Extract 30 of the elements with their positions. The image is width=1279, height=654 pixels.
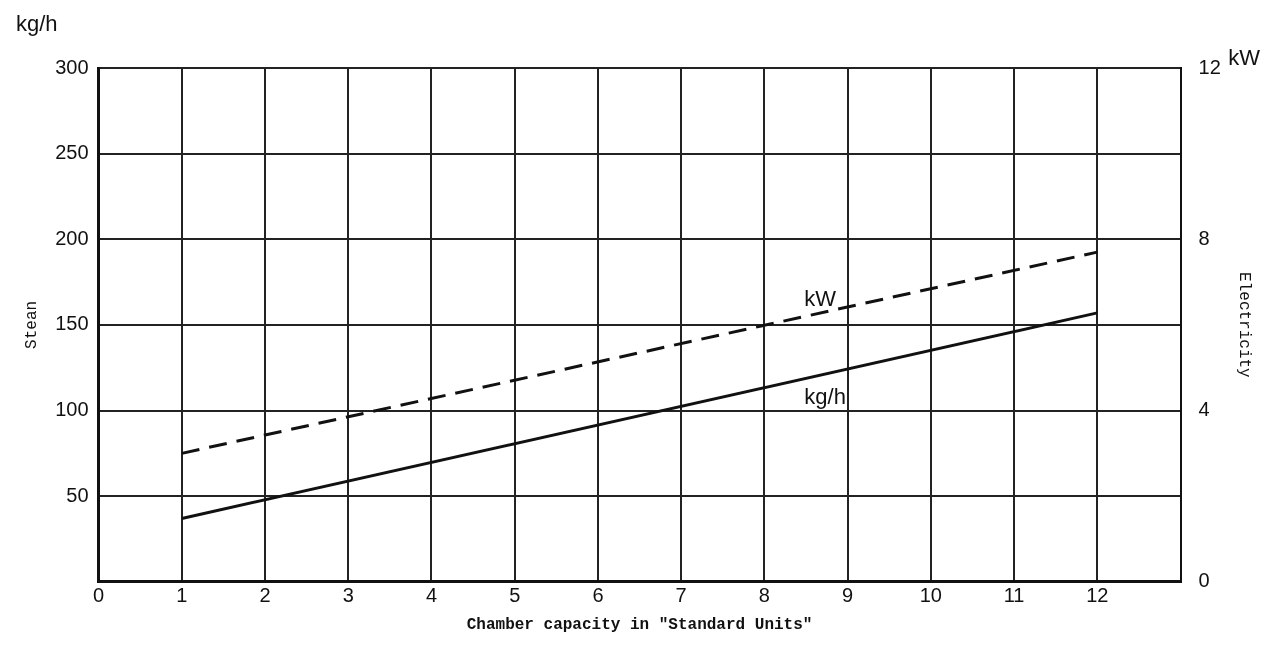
y2-tick-label: 0 xyxy=(1198,569,1210,592)
y2-axis-title: Electricity xyxy=(1235,272,1254,379)
x-tick-label: 12 xyxy=(1086,584,1109,607)
x-tick-label: 9 xyxy=(842,584,854,607)
x-tick-label: 0 xyxy=(93,584,105,607)
y2-tick-label: 4 xyxy=(1198,398,1210,421)
x-tick-label: 5 xyxy=(509,584,521,607)
x-tick-label: 7 xyxy=(675,584,687,607)
x-tick-label: 10 xyxy=(919,584,942,607)
y2-tick-label: 12 xyxy=(1198,55,1221,78)
y-tick-label: 50 xyxy=(66,483,89,506)
x-tick-label: 8 xyxy=(758,584,770,607)
y2-tick-label: 8 xyxy=(1198,226,1210,249)
y-tick-label: 200 xyxy=(55,226,89,249)
y-tick-label: 100 xyxy=(55,398,89,421)
y-tick-label: 250 xyxy=(55,141,89,164)
x-tick-label: 6 xyxy=(592,584,604,607)
x-axis-title: Chamber capacity in "Standard Units" xyxy=(466,616,813,635)
x-tick-label: 1 xyxy=(176,584,188,607)
x-tick-label: 4 xyxy=(425,584,438,607)
series-label: kW xyxy=(804,285,837,311)
text: kW xyxy=(1228,45,1261,71)
y-axis-title: Stean xyxy=(22,300,41,349)
series-label: kg/h xyxy=(804,383,846,409)
y-tick-label: 150 xyxy=(55,312,89,335)
x-tick-label: 11 xyxy=(1003,584,1025,607)
y-tick-label: 300 xyxy=(55,55,89,78)
x-tick-label: 2 xyxy=(259,584,271,607)
text: kg/h xyxy=(16,11,58,37)
x-tick-label: 3 xyxy=(342,584,354,607)
